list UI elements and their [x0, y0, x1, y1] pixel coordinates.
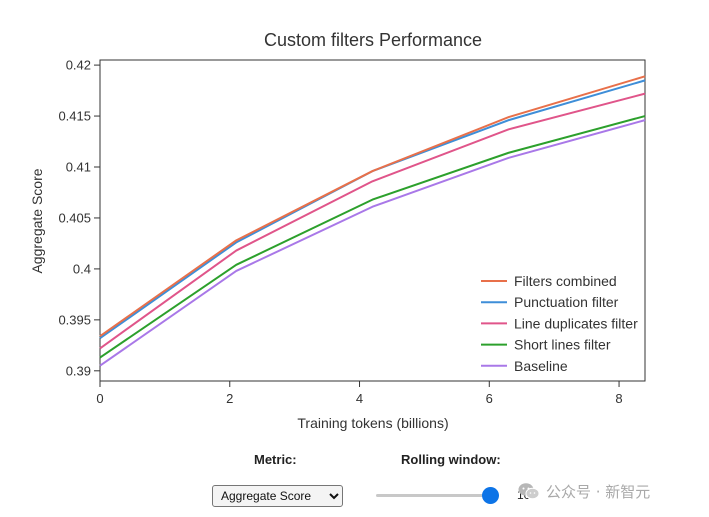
x-tick-label: 4	[356, 391, 363, 406]
legend: Filters combined Punctuation filter Line d…	[481, 273, 638, 374]
series-line-baseline	[99, 119, 646, 367]
metric-label: Metric:	[254, 452, 297, 467]
series-line-line-duplicates-filter	[99, 92, 646, 350]
y-tick-label: 0.4	[73, 261, 91, 276]
y-axis-label: Aggregate Score	[29, 168, 45, 273]
x-tick-label: 0	[96, 391, 103, 406]
rolling-window-slider[interactable]	[376, 494, 496, 497]
chart-title: Custom filters Performance	[264, 30, 482, 50]
y-tick-label: 0.415	[58, 109, 91, 124]
x-axis: 0 2 4 6 8	[96, 381, 623, 406]
series-line-filters-combined	[99, 75, 646, 337]
legend-label: Filters combined	[514, 273, 617, 289]
legend-label: Baseline	[514, 358, 568, 374]
watermark: 公众号 · 新智元	[518, 481, 698, 501]
legend-item: Punctuation filter	[481, 294, 619, 310]
x-tick-label: 8	[615, 391, 622, 406]
legend-item: Filters combined	[481, 273, 617, 289]
rolling-window-label: Rolling window:	[401, 452, 501, 467]
x-tick-label: 6	[486, 391, 493, 406]
wechat-icon	[518, 483, 540, 500]
metric-select[interactable]: Aggregate Score	[212, 485, 343, 507]
watermark-text: 公众号 · 新智元	[546, 482, 651, 501]
legend-label: Punctuation filter	[514, 294, 619, 310]
legend-label: Line duplicates filter	[514, 315, 638, 331]
x-axis-label: Training tokens (billions)	[297, 415, 448, 431]
line-chart: Custom filters Performance 0.390.3950.40…	[29, 30, 646, 431]
y-tick-label: 0.405	[58, 210, 91, 225]
y-tick-label: 0.395	[58, 312, 91, 327]
y-tick-label: 0.42	[66, 58, 91, 73]
rolling-window-slider-thumb[interactable]	[481, 487, 499, 504]
legend-item: Line duplicates filter	[481, 315, 638, 331]
y-axis: 0.39 0.395 0.4 0.405 0.41 0.415 0.42	[58, 58, 100, 378]
y-tick-label: 0.41	[66, 160, 91, 175]
x-tick-label: 2	[226, 391, 233, 406]
series-line-short-lines-filter	[99, 115, 646, 359]
series-lines	[99, 75, 646, 367]
legend-item: Baseline	[481, 358, 568, 374]
y-tick-label: 0.39	[66, 363, 91, 378]
legend-item: Short lines filter	[481, 337, 611, 353]
plot-area	[99, 59, 646, 382]
legend-label: Short lines filter	[514, 337, 611, 353]
